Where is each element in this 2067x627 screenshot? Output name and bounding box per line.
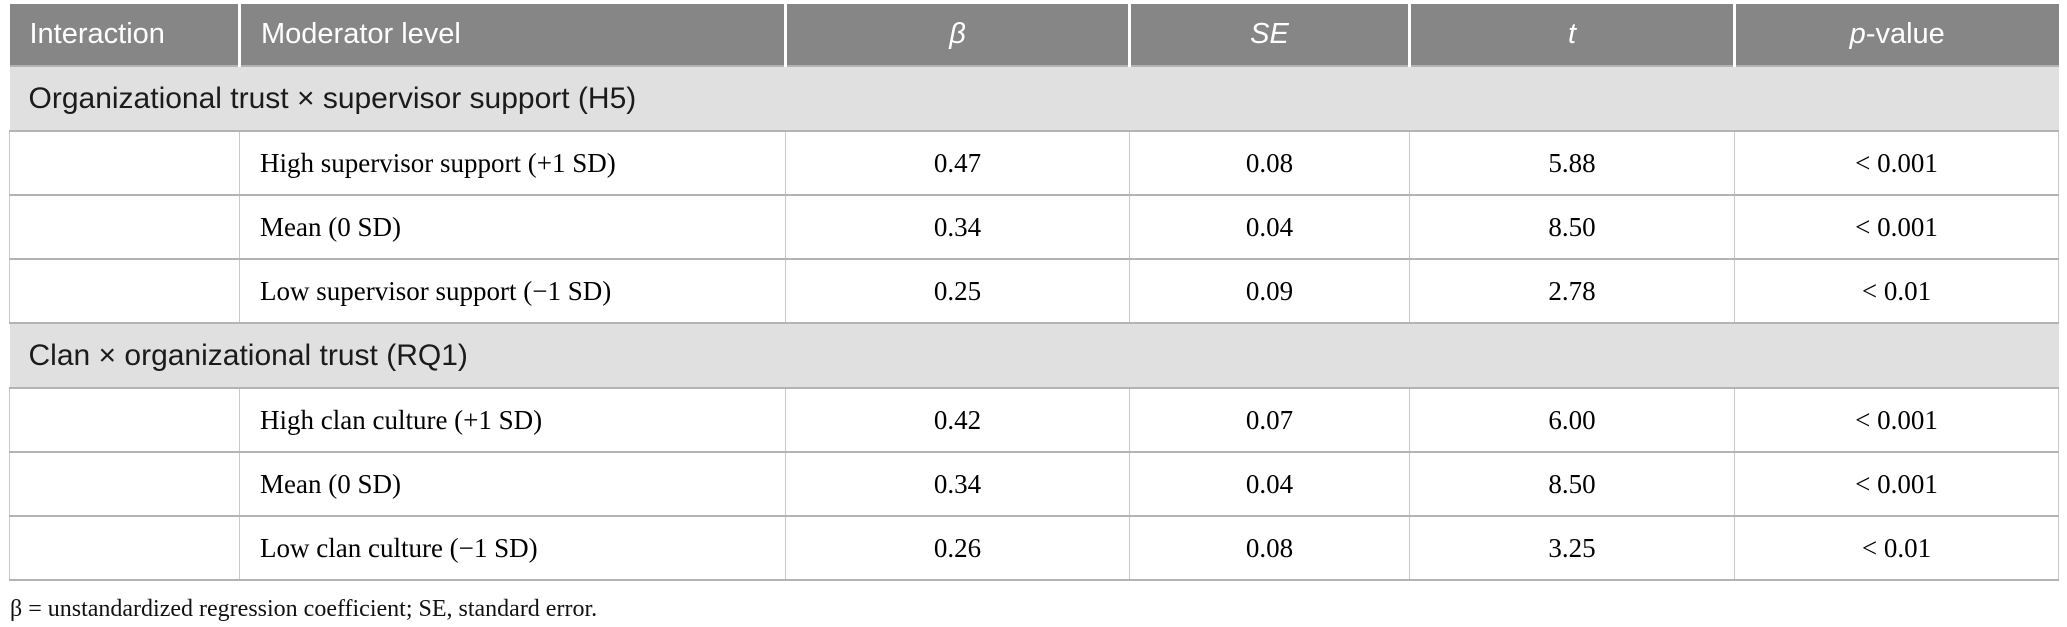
p-value-suffix: -value (1865, 18, 1945, 50)
t-cell: 6.00 (1409, 387, 1735, 453)
column-header-beta: β (785, 4, 1131, 66)
p-value-cell: < 0.01 (1734, 258, 2059, 324)
p-value-italic-p: p (1849, 18, 1866, 50)
moderator-cell: Mean (0 SD) (239, 194, 786, 260)
se-cell: 0.04 (1129, 194, 1410, 260)
table-footnote: β = unstandardized regression coefficien… (10, 596, 598, 622)
beta-cell: 0.26 (785, 515, 1130, 581)
p-value-cell: < 0.001 (1734, 194, 2059, 260)
beta-cell: 0.25 (785, 258, 1130, 324)
t-cell: 5.88 (1409, 130, 1735, 196)
moderator-cell: Low clan culture (−1 SD) (239, 515, 786, 581)
section-title: Organizational trust × supervisor suppor… (9, 65, 2059, 132)
section-title: Clan × organizational trust (RQ1) (9, 322, 2059, 389)
table-row: Mean (0 SD) 0.34 0.04 8.50 < 0.001 (9, 194, 2059, 260)
table-row: Mean (0 SD) 0.34 0.04 8.50 < 0.001 (9, 451, 2059, 517)
se-cell: 0.04 (1129, 451, 1410, 517)
table-row: Low supervisor support (−1 SD) 0.25 0.09… (9, 258, 2059, 324)
column-header-p-value: p-value (1734, 4, 2059, 66)
moderator-cell: High clan culture (+1 SD) (239, 387, 786, 453)
interaction-cell (9, 515, 240, 581)
interaction-cell (9, 130, 240, 196)
interaction-cell (9, 387, 240, 453)
column-header-se: SE (1129, 4, 1411, 66)
p-value-cell: < 0.001 (1734, 451, 2059, 517)
t-cell: 3.25 (1409, 515, 1735, 581)
interaction-cell (9, 194, 240, 260)
se-cell: 0.09 (1129, 258, 1410, 324)
interaction-cell (9, 258, 240, 324)
interaction-cell (9, 451, 240, 517)
t-cell: 8.50 (1409, 194, 1735, 260)
t-cell: 8.50 (1409, 451, 1735, 517)
moderation-results-table: Interaction Moderator level β SE t p-val… (9, 4, 2059, 581)
p-value-cell: < 0.001 (1734, 387, 2059, 453)
beta-cell: 0.34 (785, 451, 1130, 517)
table-row: Low clan culture (−1 SD) 0.26 0.08 3.25 … (9, 515, 2059, 581)
column-header-interaction: Interaction (9, 4, 241, 66)
beta-cell: 0.47 (785, 130, 1130, 196)
table-row: High supervisor support (+1 SD) 0.47 0.0… (9, 130, 2059, 196)
section-header-row: Clan × organizational trust (RQ1) (9, 322, 2059, 389)
table-header-row: Interaction Moderator level β SE t p-val… (9, 4, 2059, 66)
se-cell: 0.07 (1129, 387, 1410, 453)
column-header-t: t (1409, 4, 1736, 66)
column-header-moderator-level: Moderator level (239, 4, 787, 66)
moderator-cell: Mean (0 SD) (239, 451, 786, 517)
beta-cell: 0.42 (785, 387, 1130, 453)
moderator-cell: Low supervisor support (−1 SD) (239, 258, 786, 324)
se-cell: 0.08 (1129, 515, 1410, 581)
p-value-cell: < 0.01 (1734, 515, 2059, 581)
p-value-cell: < 0.001 (1734, 130, 2059, 196)
beta-cell: 0.34 (785, 194, 1130, 260)
se-cell: 0.08 (1129, 130, 1410, 196)
section-header-row: Organizational trust × supervisor suppor… (9, 65, 2059, 132)
moderator-cell: High supervisor support (+1 SD) (239, 130, 786, 196)
paper-table-page: Interaction Moderator level β SE t p-val… (0, 4, 2067, 627)
table-row: High clan culture (+1 SD) 0.42 0.07 6.00… (9, 387, 2059, 453)
t-cell: 2.78 (1409, 258, 1735, 324)
